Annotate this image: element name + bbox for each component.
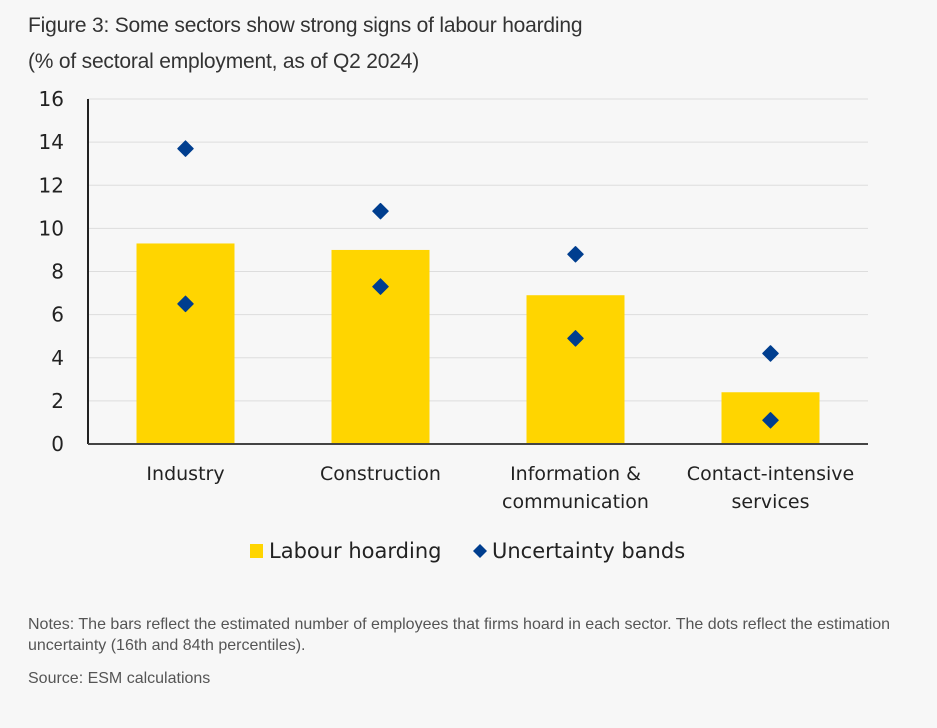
legend-label-uncertainty-bands: Uncertainty bands [492,539,685,563]
y-tick-label: 16 [39,87,64,111]
uncertainty-dot [567,246,584,263]
x-category-label: Construction [320,463,441,485]
legend-swatch-labour-hoarding [250,544,263,558]
uncertainty-dot [177,295,194,313]
uncertainty-dot [372,278,389,295]
x-category-label: Industry [146,463,224,485]
uncertainty-dot [372,202,389,220]
legend-label-labour-hoarding: Labour hoarding [269,539,441,563]
y-tick-label: 10 [39,216,64,240]
x-category-label: services [732,491,810,513]
y-tick-label: 12 [39,173,64,197]
y-tick-label: 8 [51,260,64,284]
chart-source: Source: ESM calculations [28,670,211,687]
uncertainty-dot [762,345,779,362]
chart-notes: Notes: The bars reflect the estimated nu… [28,616,891,654]
x-category-label: Information & [510,463,641,485]
uncertainty-dot [567,330,584,347]
x-category-label: Contact-intensive [687,463,854,485]
y-tick-label: 6 [51,303,64,327]
chart-title: Figure 3: Some sectors show strong signs… [28,14,583,37]
y-tick-label: 2 [51,389,64,413]
y-tick-label: 4 [51,346,64,370]
chart: 0 2 4 6 8 10 12 14 16 Industry Construction Informa… [39,87,868,563]
y-tick-label: 14 [39,130,64,154]
uncertainty-dot [177,140,194,157]
x-category-label: communication [502,491,649,513]
y-tick-label: 0 [51,432,64,456]
bar [526,295,625,444]
legend-swatch-uncertainty-bands [473,544,487,558]
chart-title-block: Figure 3: Some sectors show strong signs… [28,8,583,80]
bar [136,243,235,444]
chart-subtitle: (% of sectoral employment, as of Q2 2024… [28,50,419,73]
uncertainty-dot [762,412,779,429]
